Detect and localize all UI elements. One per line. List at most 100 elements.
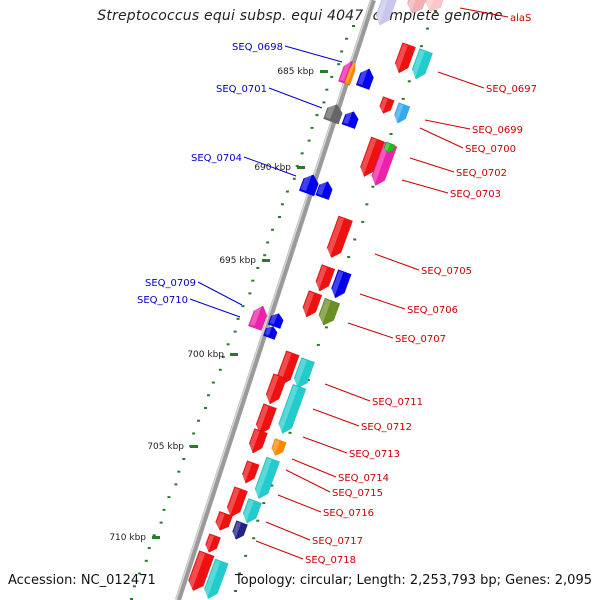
gene-arrow-seq0699 bbox=[379, 96, 395, 114]
gene-arrow-seq0717 bbox=[214, 510, 233, 531]
tick-dot bbox=[147, 547, 151, 550]
gene-arrow-seq0707 bbox=[301, 290, 323, 318]
gene-arrow-seq0707-shine bbox=[301, 291, 315, 315]
gene-arrow-navy-shine bbox=[231, 521, 241, 538]
tick-dot bbox=[280, 203, 284, 206]
tick-dot bbox=[300, 152, 304, 155]
tick-dot bbox=[425, 27, 429, 30]
gene-arrow-red bbox=[187, 550, 215, 592]
gene-label-reverse: SEQ_0707 bbox=[395, 334, 446, 345]
tick-dot bbox=[182, 457, 186, 460]
gene-arrow-seq0700-shine bbox=[393, 103, 404, 122]
tick-dot bbox=[132, 585, 136, 588]
gene-arrow-fwd-cyan-shape bbox=[254, 456, 281, 500]
kbp-tick-mark bbox=[262, 259, 270, 262]
gene-label-reverse: SEQ_0706 bbox=[407, 305, 458, 316]
gene-label-forward: SEQ_0704 bbox=[191, 153, 242, 164]
gene-label-reverse: SEQ_0713 bbox=[349, 449, 400, 460]
gene-label-reverse: SEQ_0716 bbox=[323, 508, 374, 519]
leader-line bbox=[459, 7, 509, 18]
tick-dot bbox=[407, 80, 411, 83]
gene-label-forward: SEQ_0698 bbox=[232, 42, 283, 53]
gene-arrow-seq0703-shine bbox=[370, 143, 390, 184]
tick-dot bbox=[347, 256, 351, 259]
tick-dot bbox=[310, 126, 314, 129]
gene-label-forward: SEQ_0710 bbox=[137, 295, 188, 306]
gene-arrow-orange-shine bbox=[271, 439, 280, 454]
tick-dot bbox=[315, 114, 319, 117]
tick-dot bbox=[324, 326, 328, 329]
gene-arrow-seq0710 bbox=[267, 312, 284, 330]
tick-dot bbox=[152, 534, 156, 537]
gene-arrow-top-faint bbox=[424, 0, 446, 12]
gene-arrow-fwd-cyan-shine bbox=[241, 499, 254, 522]
gene-arrow-seq0714 bbox=[247, 428, 269, 454]
tick-dot bbox=[211, 381, 215, 384]
gene-arrow-fwd-cyan-shape bbox=[242, 498, 263, 524]
tick-dot bbox=[307, 139, 311, 142]
gene-arrow-seq0711 bbox=[276, 350, 300, 386]
leader-line bbox=[243, 156, 297, 177]
leader-line bbox=[277, 494, 322, 513]
gene-arrow-seq0705-shine bbox=[325, 216, 345, 256]
gene-label-reverse: SEQ_0718 bbox=[305, 555, 356, 566]
gene-arrow-seq0711-shape bbox=[277, 350, 300, 386]
tick-dot bbox=[434, 10, 437, 12]
gene-arrow-seq0697 bbox=[393, 42, 417, 74]
tick-dot bbox=[353, 238, 357, 241]
topology-text: Topology: circular; Length: 2,253,793 bp… bbox=[234, 573, 592, 588]
gene-arrow-top-faint-shape bbox=[375, 0, 398, 26]
gene-arrow-olive-shine bbox=[317, 299, 331, 323]
gene-arrow-seq0713-shine bbox=[254, 404, 269, 432]
tick-dot bbox=[144, 559, 148, 562]
gene-arrow-fwd-shape bbox=[355, 68, 374, 91]
tick-dot bbox=[137, 572, 141, 575]
tick-dot bbox=[221, 356, 225, 359]
gene-arrow-seq0712-shine bbox=[264, 374, 279, 402]
gene-arrow-seq0699-shine bbox=[379, 97, 388, 112]
gene-arrow-fwd-cyan bbox=[292, 357, 316, 389]
gene-arrow-seq0697-shine bbox=[393, 43, 408, 71]
tick-dot bbox=[262, 502, 266, 505]
gene-arrow-olive bbox=[317, 297, 341, 326]
tick-dot bbox=[322, 101, 326, 104]
gene-label-reverse: SEQ_0699 bbox=[472, 125, 523, 136]
leader-line bbox=[324, 383, 371, 402]
gene-arrow-seq0702-shape bbox=[360, 136, 385, 178]
gene-arrow-seq0698-b bbox=[343, 61, 356, 86]
leader-line bbox=[401, 179, 449, 194]
gene-arrow-fwd-cyan bbox=[410, 48, 434, 80]
leader-line bbox=[284, 45, 343, 63]
tick-dot bbox=[271, 228, 275, 231]
gene-arrow-seq0706-shape bbox=[315, 264, 336, 292]
kbp-tick-mark bbox=[152, 536, 160, 539]
gene-arrow-seq0705-shape bbox=[326, 215, 354, 259]
gene-label-reverse: SEQ_0705 bbox=[421, 266, 472, 277]
tick-dot bbox=[233, 330, 237, 333]
gene-label-reverse: SEQ_0714 bbox=[338, 473, 389, 484]
leader-line bbox=[302, 436, 348, 454]
tick-dot bbox=[252, 537, 256, 540]
accession-text: Accession: NC_012471 bbox=[8, 573, 156, 588]
kbp-tick-label: 700 kbp bbox=[187, 350, 224, 360]
gene-arrow-seq0704-shape bbox=[298, 174, 319, 197]
gene-arrow-fwd-shape bbox=[331, 269, 352, 299]
gene-arrow-seq0697-shape bbox=[394, 42, 417, 74]
gene-label-reverse: SEQ_0703 bbox=[450, 189, 501, 200]
gene-arrow-seq0712-shape bbox=[265, 373, 288, 405]
gene-arrow-fwd-cyan-shape bbox=[278, 383, 307, 434]
leader-line bbox=[285, 469, 331, 493]
gene-label-reverse: SEQ_0700 bbox=[465, 144, 516, 155]
gene-arrow-seq0705 bbox=[325, 215, 354, 259]
gene-arrow-seq0718 bbox=[204, 533, 222, 553]
gene-arrow-seq0714-shine bbox=[247, 429, 260, 452]
gene-arrow-seq0704-shine bbox=[300, 173, 312, 192]
gene-arrow-seq0709-shine bbox=[249, 304, 262, 327]
tick-dot bbox=[248, 292, 252, 295]
gene-arrow-red-shine bbox=[187, 551, 206, 589]
gene-label-reverse: SEQ_0717 bbox=[312, 536, 363, 547]
leader-line bbox=[409, 157, 455, 173]
gene-arrow-fwd-cyan-shape bbox=[411, 48, 434, 80]
